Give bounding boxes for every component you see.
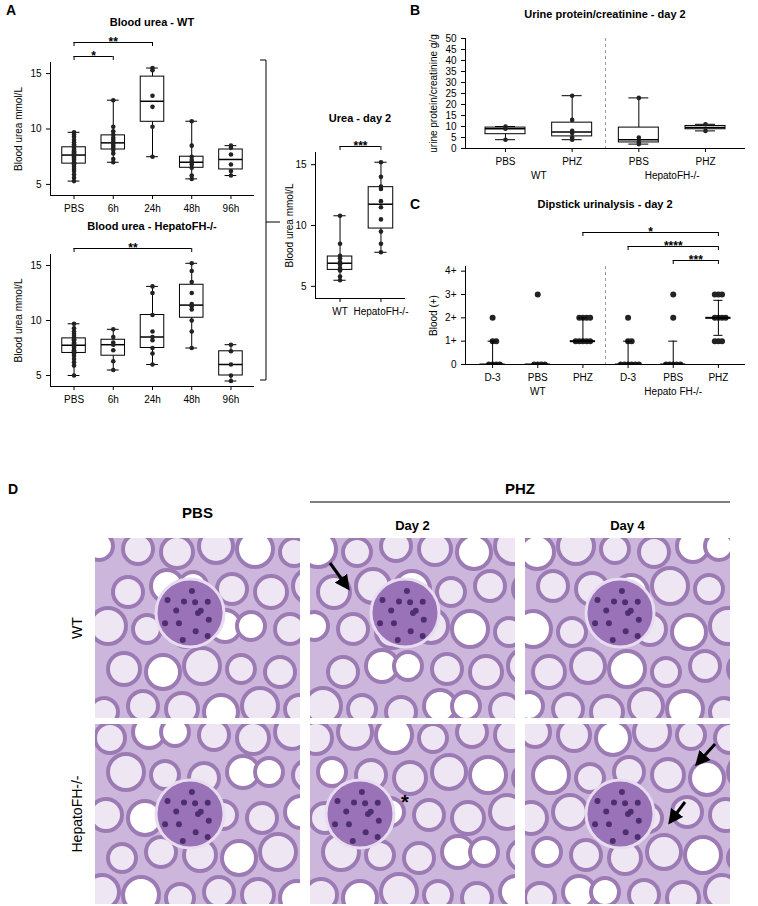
svg-text:PHZ: PHZ bbox=[573, 372, 593, 383]
svg-text:6h: 6h bbox=[108, 203, 119, 214]
svg-text:25: 25 bbox=[445, 88, 457, 99]
svg-text:5: 5 bbox=[36, 370, 42, 381]
svg-text:45: 45 bbox=[445, 44, 457, 55]
html-text:Urea - day 2: Urea - day 2 bbox=[328, 112, 392, 124]
svg-text:****: **** bbox=[664, 239, 683, 253]
svg-text:PHZ: PHZ bbox=[708, 372, 728, 383]
html-text:B: B bbox=[410, 2, 421, 18]
svg-text:3+: 3+ bbox=[445, 289, 457, 300]
html-text:Blood urea - HepatoFH-/-: Blood urea - HepatoFH-/- bbox=[87, 220, 217, 232]
svg-text:2+: 2+ bbox=[445, 312, 457, 323]
svg-text:15: 15 bbox=[30, 260, 42, 271]
svg-text:urine protein/creatinine g/g: urine protein/creatinine g/g bbox=[428, 34, 439, 152]
svg-text:PBS: PBS bbox=[629, 156, 649, 167]
svg-text:10: 10 bbox=[30, 123, 42, 134]
svg-text:0: 0 bbox=[451, 143, 457, 154]
svg-text:0: 0 bbox=[451, 359, 457, 370]
svg-text:PBS: PBS bbox=[182, 504, 213, 521]
svg-text:Day 2: Day 2 bbox=[395, 518, 430, 533]
html-text:A: A bbox=[6, 2, 17, 18]
svg-text:Blood urea mmol/L: Blood urea mmol/L bbox=[284, 183, 295, 267]
html-text:Dipstick urinalysis - day 2: Dipstick urinalysis - day 2 bbox=[537, 198, 673, 210]
svg-text:96h: 96h bbox=[223, 203, 240, 214]
svg-text:**: ** bbox=[109, 35, 119, 49]
html-text:Urine protein/creatinine - day: Urine protein/creatinine - day 2 bbox=[524, 8, 686, 20]
svg-text:24h: 24h bbox=[144, 394, 161, 405]
svg-text:PBS: PBS bbox=[64, 203, 84, 214]
svg-text:20: 20 bbox=[445, 99, 457, 110]
svg-text:24h: 24h bbox=[144, 203, 161, 214]
html-text:C: C bbox=[410, 196, 421, 212]
svg-text:35: 35 bbox=[445, 66, 457, 77]
svg-text:Blood urea mmol/L: Blood urea mmol/L bbox=[13, 87, 24, 171]
svg-text:*: * bbox=[401, 791, 409, 813]
svg-text:**: ** bbox=[128, 241, 138, 255]
svg-text:1+: 1+ bbox=[445, 335, 457, 346]
svg-text:4+: 4+ bbox=[445, 265, 457, 276]
svg-text:96h: 96h bbox=[223, 394, 240, 405]
svg-text:HepatoFH-/-: HepatoFH-/- bbox=[645, 170, 700, 181]
svg-text:*: * bbox=[648, 225, 653, 239]
svg-text:PHZ: PHZ bbox=[562, 156, 582, 167]
svg-text:PBS: PBS bbox=[663, 372, 683, 383]
svg-text:Blood urea mmol/L: Blood urea mmol/L bbox=[13, 278, 24, 362]
svg-text:15: 15 bbox=[30, 68, 42, 79]
svg-text:Blood (+): Blood (+) bbox=[428, 295, 439, 336]
svg-text:HepatoFH-/-: HepatoFH-/- bbox=[69, 775, 85, 852]
svg-text:PHZ: PHZ bbox=[696, 156, 716, 167]
svg-text:48h: 48h bbox=[183, 203, 200, 214]
svg-text:10: 10 bbox=[445, 121, 457, 132]
svg-text:PBS: PBS bbox=[528, 372, 548, 383]
svg-text:6h: 6h bbox=[108, 394, 119, 405]
svg-text:PBS: PBS bbox=[495, 156, 515, 167]
svg-text:48h: 48h bbox=[183, 394, 200, 405]
svg-text:Day 4: Day 4 bbox=[610, 518, 645, 533]
svg-text:30: 30 bbox=[445, 77, 457, 88]
svg-text:10: 10 bbox=[295, 220, 307, 231]
svg-text:15: 15 bbox=[295, 159, 307, 170]
svg-text:D-3: D-3 bbox=[620, 372, 637, 383]
svg-text:D: D bbox=[8, 481, 18, 497]
svg-text:Hepato FH-/-: Hepato FH-/- bbox=[644, 386, 702, 397]
svg-text:WT: WT bbox=[69, 617, 85, 639]
svg-text:15: 15 bbox=[445, 110, 457, 121]
svg-text:HepatoFH-/-: HepatoFH-/- bbox=[353, 306, 408, 317]
svg-text:WT: WT bbox=[531, 170, 547, 181]
svg-text:5: 5 bbox=[451, 132, 457, 143]
html-text:Blood urea - WT: Blood urea - WT bbox=[109, 16, 195, 28]
svg-text:WT: WT bbox=[530, 386, 546, 397]
svg-text:PHZ: PHZ bbox=[505, 480, 535, 497]
svg-text:10: 10 bbox=[30, 315, 42, 326]
svg-text:*: * bbox=[91, 49, 96, 63]
svg-text:50: 50 bbox=[445, 33, 457, 44]
svg-text:WT: WT bbox=[332, 306, 348, 317]
svg-text:***: *** bbox=[353, 139, 367, 153]
svg-text:5: 5 bbox=[36, 179, 42, 190]
svg-text:D-3: D-3 bbox=[485, 372, 502, 383]
svg-text:***: *** bbox=[689, 253, 703, 267]
svg-text:5: 5 bbox=[301, 281, 307, 292]
svg-text:40: 40 bbox=[445, 55, 457, 66]
svg-text:PBS: PBS bbox=[64, 394, 84, 405]
